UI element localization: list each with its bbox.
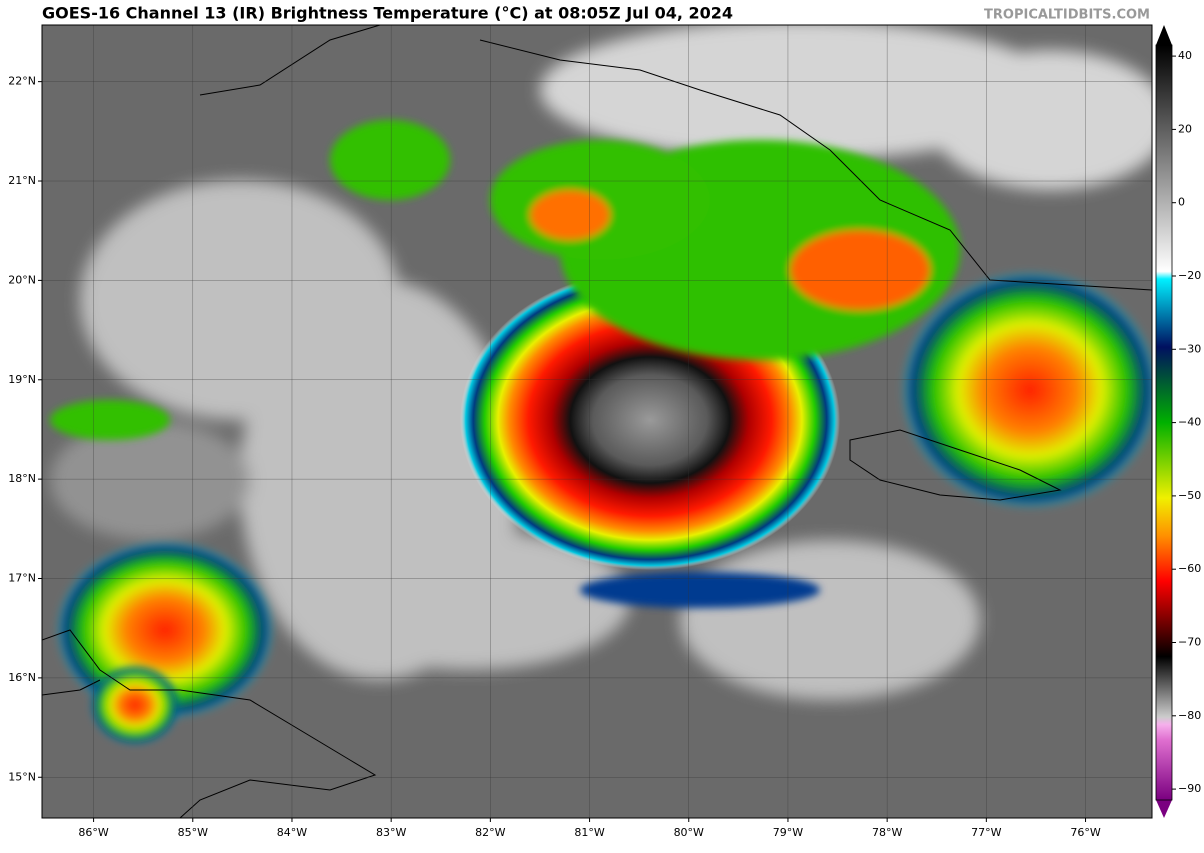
lat-label: 21°N <box>8 174 36 187</box>
lon-label: 79°W <box>773 826 803 839</box>
lon-label: 81°W <box>574 826 604 839</box>
colorbar-label: −80 <box>1178 709 1201 722</box>
colorbar-label: 20 <box>1178 122 1192 135</box>
graticule: 86°W 85°W 84°W 83°W 82°W 81°W 80°W 79°W 78°W 77°W… <box>8 25 1152 839</box>
colorbar-label: −50 <box>1178 489 1201 502</box>
lon-label: 77°W <box>971 826 1001 839</box>
lat-label: 15°N <box>8 770 36 783</box>
satellite-image <box>42 25 1152 818</box>
colorbar-label: 40 <box>1178 49 1192 62</box>
colorbar-label: −30 <box>1178 342 1201 355</box>
lat-label: 18°N <box>8 472 36 485</box>
lat-label: 22°N <box>8 75 36 88</box>
lon-label: 86°W <box>78 826 108 839</box>
lat-label: 16°N <box>8 671 36 684</box>
colorbar-label: −70 <box>1178 636 1201 649</box>
lon-label: 85°W <box>178 826 208 839</box>
colorbar: 40 20 0 −20 −30 −40 −50 −60 −70 −80 −90 <box>1155 25 1201 818</box>
lat-label: 19°N <box>8 373 36 386</box>
map-frame <box>41 24 1153 819</box>
colorbar-label: 0 <box>1178 196 1185 209</box>
lon-label: 76°W <box>1070 826 1100 839</box>
lat-label: 20°N <box>8 273 36 286</box>
colorbar-label: −60 <box>1178 562 1201 575</box>
colorbar-label: −20 <box>1178 269 1201 282</box>
lon-label: 84°W <box>277 826 307 839</box>
colorbar-label: −40 <box>1178 416 1201 429</box>
colorbar-label: −90 <box>1178 782 1201 795</box>
lat-label: 17°N <box>8 572 36 585</box>
lon-label: 83°W <box>376 826 406 839</box>
lon-label: 78°W <box>872 826 902 839</box>
credit: TROPICALTIDBITS.COM <box>984 8 1150 23</box>
lon-label: 80°W <box>674 826 704 839</box>
lon-label: 82°W <box>475 826 505 839</box>
title: GOES-16 Channel 13 (IR) Brightness Tempe… <box>42 4 733 23</box>
